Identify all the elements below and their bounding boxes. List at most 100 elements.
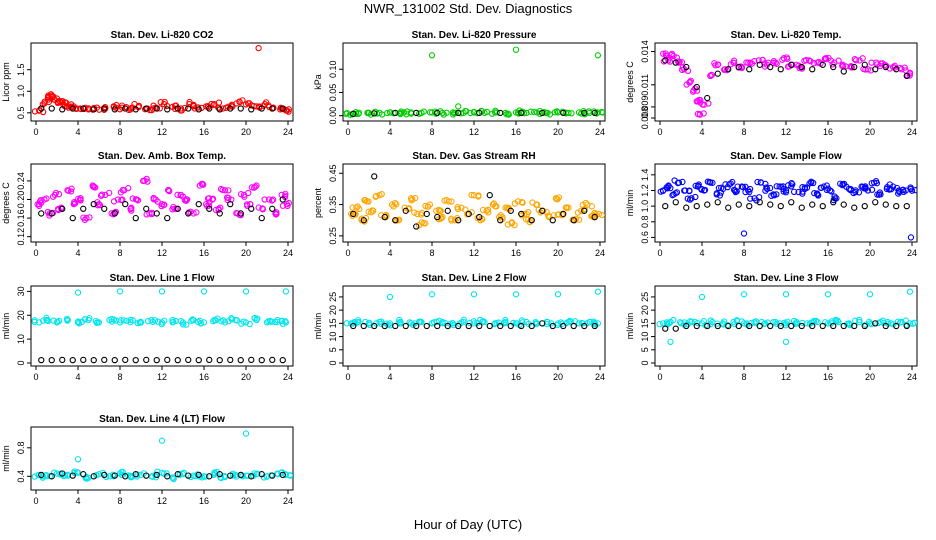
data-point — [694, 319, 701, 327]
data-point — [549, 217, 556, 224]
data-point — [851, 204, 858, 211]
data-point — [663, 184, 670, 191]
data-point — [170, 475, 177, 483]
data-point — [282, 471, 290, 479]
x-tick-label: 24 — [283, 496, 293, 506]
x-tick-label: 20 — [553, 127, 563, 137]
data-point — [770, 319, 777, 326]
data-point — [149, 105, 157, 112]
data-point — [206, 205, 213, 212]
data-point — [343, 110, 350, 117]
data-point — [205, 202, 213, 209]
y-tick-label: 0.35 — [328, 196, 338, 214]
data-point — [266, 103, 273, 111]
data-point — [94, 202, 101, 209]
data-point — [882, 322, 889, 330]
y-tick-label: 0.008 — [640, 107, 650, 130]
data-point — [248, 205, 255, 212]
data-point — [773, 60, 780, 67]
data-point — [788, 179, 795, 187]
data-point — [761, 320, 769, 327]
data-point — [692, 182, 699, 190]
data-point — [352, 110, 360, 118]
data-point — [735, 201, 742, 208]
data-point — [94, 319, 101, 326]
data-point — [183, 321, 190, 328]
outlier-point — [866, 291, 874, 298]
data-point — [252, 183, 259, 190]
x-tick-label: 8 — [741, 248, 746, 258]
data-point — [351, 318, 358, 326]
data-point — [101, 356, 108, 364]
data-point — [707, 321, 714, 328]
data-point — [756, 199, 763, 206]
data-point — [122, 105, 129, 112]
data-point — [730, 57, 738, 64]
data-point — [903, 322, 910, 330]
data-point — [714, 322, 721, 330]
x-tick-label: 24 — [283, 127, 293, 137]
data-point — [700, 110, 707, 117]
data-point — [52, 189, 60, 197]
data-point — [206, 473, 213, 480]
data-point — [811, 189, 818, 197]
data-point — [807, 58, 814, 65]
data-point — [217, 185, 225, 193]
panel-title: Stan. Dev. Line 4 (LT) Flow — [99, 414, 225, 425]
data-point — [470, 318, 477, 325]
data-point — [77, 197, 84, 204]
data-point — [856, 318, 863, 326]
data-point — [118, 196, 125, 204]
data-point — [237, 356, 244, 364]
data-point — [371, 173, 378, 180]
data-point — [777, 322, 784, 330]
panel-title: Stan. Dev. Li-820 CO2 — [111, 30, 214, 41]
x-tick-label: 24 — [283, 248, 293, 258]
x-tick-label: 12 — [781, 248, 791, 258]
data-point — [413, 109, 420, 117]
x-tick-label: 20 — [553, 248, 563, 258]
data-point — [455, 217, 462, 224]
data-point — [422, 220, 429, 227]
data-point — [269, 205, 276, 212]
data-point — [132, 214, 139, 222]
panel-8: Stan. Dev. Line 2 Flow ml/min 0 4 8 12 16 20 24 0… — [313, 273, 606, 382]
data-point — [285, 106, 293, 113]
data-point — [200, 181, 207, 188]
data-point — [164, 356, 171, 364]
data-point — [669, 192, 676, 199]
data-point — [448, 198, 455, 205]
data-point — [71, 200, 78, 207]
data-point — [784, 318, 791, 325]
data-point — [443, 109, 450, 116]
data-point — [676, 319, 684, 326]
data-point — [272, 211, 280, 218]
data-point — [254, 315, 261, 322]
data-point — [818, 184, 825, 191]
data-point — [823, 182, 830, 189]
data-point — [391, 199, 399, 207]
data-point — [225, 187, 232, 194]
x-tick-label: 0 — [33, 248, 38, 258]
y-tick-label: 0 — [16, 360, 26, 365]
data-point — [693, 202, 700, 210]
data-point — [269, 472, 276, 479]
data-point — [735, 322, 742, 330]
data-point — [74, 469, 81, 476]
data-point — [209, 196, 216, 203]
data-point — [227, 472, 234, 479]
y-axis-label: percent — [313, 187, 323, 218]
data-point — [217, 474, 224, 481]
data-point — [686, 318, 694, 325]
data-point — [437, 207, 444, 214]
data-point — [350, 210, 357, 218]
points — [31, 45, 293, 116]
y-tick-label: 0.014 — [640, 40, 650, 63]
data-point — [248, 356, 255, 364]
x-tick-label: 16 — [199, 248, 209, 258]
data-point — [153, 356, 160, 364]
data-point — [675, 59, 683, 66]
data-point — [164, 214, 171, 222]
data-point — [504, 221, 512, 228]
x-tick-label: 4 — [387, 248, 392, 258]
